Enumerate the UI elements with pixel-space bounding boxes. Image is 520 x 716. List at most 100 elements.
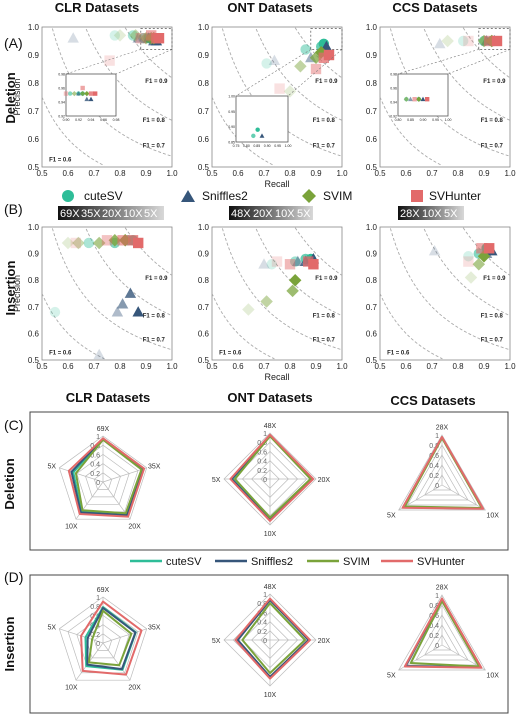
y-tick-label: 0.8 <box>198 79 210 88</box>
inset-x-tick: 0.80 <box>395 118 402 122</box>
column-title-ccs-top: CCS Datasets <box>392 0 477 15</box>
radar-scale-label: 1 <box>96 595 100 602</box>
f1-curve <box>255 228 343 317</box>
point-cutesv <box>49 306 61 318</box>
y-tick-label: 0.5 <box>198 163 210 172</box>
point-svhunter <box>127 235 139 246</box>
radar-axis-label: 5X <box>48 624 57 631</box>
radar-axis-label: 20X <box>318 638 331 645</box>
y-tick-label: 0.7 <box>198 107 210 116</box>
y-tick-label: 0.5 <box>198 356 210 365</box>
point-svim <box>61 236 75 250</box>
point-svhunter <box>463 256 474 267</box>
point-cutesv <box>83 237 95 249</box>
radar-grid-ring <box>424 624 460 656</box>
coverage-label: 48X <box>231 208 251 220</box>
legend-label-svim: SVIM <box>323 189 352 203</box>
radar-spoke <box>441 484 486 511</box>
coverage-label: 35X <box>81 208 101 220</box>
radar-grid-ring <box>424 464 460 496</box>
point-sniffles2 <box>428 244 441 256</box>
point-sniffles2 <box>132 306 144 317</box>
x-tick-label: 1.0 <box>504 362 516 371</box>
point-sniffles2 <box>132 32 144 43</box>
radar-axis-label: 10X <box>65 524 78 531</box>
inset-x-tick: 0.90 <box>420 118 427 122</box>
coverage-label: 5X <box>444 208 458 220</box>
point-svim <box>72 236 85 250</box>
y-tick-label: 0.7 <box>28 107 40 116</box>
x-axis-label: Recall <box>264 372 289 382</box>
radar-series-sniffles2 <box>86 607 137 671</box>
radar-series-svhunter <box>403 597 483 669</box>
x-tick-label: 1.0 <box>336 169 348 178</box>
radar-axis-label: 20X <box>128 685 141 692</box>
radar-axis-label: 20X <box>318 477 331 484</box>
radar-scale-label: 0.8 <box>90 604 100 611</box>
panel-label-d: (D) <box>4 569 23 585</box>
x-tick-label: 0.5 <box>206 362 218 371</box>
point-svhunter <box>135 33 146 44</box>
inset-y-tick: 0.95 <box>228 110 235 114</box>
inset-connector <box>65 49 141 75</box>
zoom-region <box>478 28 511 50</box>
scatter-panel-b-4: F1 = 0.9F1 = 0.8F1 = 0.7F1 = 0.60.5 0.6 0.… <box>198 223 348 382</box>
coverage-label: 10X <box>275 208 295 220</box>
y-tick-label: 0.9 <box>28 51 40 60</box>
coverage-bar-ccs: 28X 10X 5X <box>398 206 464 220</box>
radar-chart-c-ccs: 28X 10X 5X 1 0.8 0.6 0.4 0.2 0 <box>387 425 499 520</box>
x-tick-label: 1.0 <box>336 362 348 371</box>
y-tick-label: 0.6 <box>198 329 210 338</box>
y-axis-label: Precision <box>12 78 22 115</box>
f1-curve <box>255 28 343 121</box>
x-tick-label: 0.5 <box>374 169 386 178</box>
y-tick-label: 0.9 <box>28 250 40 259</box>
radar-scale-label: 1 <box>435 433 439 440</box>
y-tick-label: 0.9 <box>198 250 210 259</box>
f1-label: F1 = 0.6 <box>219 351 242 357</box>
point-cutesv <box>290 256 301 267</box>
x-tick-label: 0.6 <box>400 169 412 178</box>
scatter-panel-b-3: F1 = 0.9F1 = 0.8F1 = 0.7F1 = 0.60.5 0.6 0.… <box>12 223 178 371</box>
f1-curve <box>211 96 275 167</box>
y-tick-label: 0.9 <box>366 250 378 259</box>
inset-x-tick: 0.75 <box>233 144 240 148</box>
point-sniffles2 <box>67 32 79 43</box>
radar-axis-label: 5X <box>212 638 221 645</box>
point-svhunter <box>70 237 81 249</box>
panel-label-a: (A) <box>4 35 23 51</box>
inset-y-tick: 0.96 <box>58 87 65 91</box>
inset-point-sniffles2 <box>84 96 90 102</box>
y-tick-label: 0.8 <box>366 79 378 88</box>
point-svim <box>242 303 255 316</box>
radar-scale-label: 0.2 <box>257 468 267 475</box>
point-svim <box>477 250 491 263</box>
y-tick-label: 0.5 <box>366 163 378 172</box>
point-svhunter <box>463 35 474 47</box>
f1-label: F1 = 0.7 <box>143 337 166 343</box>
point-svhunter <box>274 83 285 94</box>
inset-x-tick: 1.00 <box>285 144 292 148</box>
point-cutesv <box>458 35 469 47</box>
radar-series-svim <box>241 602 306 675</box>
x-tick-label: 0.6 <box>232 362 244 371</box>
radar-axis-label: 5X <box>48 463 57 470</box>
inset-y-tick: 0.94 <box>58 101 65 105</box>
radar-legend-label-cutesv: cuteSV <box>166 556 202 568</box>
radar-axis-label: 69X <box>97 587 110 594</box>
f1-label: F1 = 0.7 <box>313 337 336 343</box>
x-tick-label: 1.0 <box>166 169 178 178</box>
f1-curve <box>379 96 443 167</box>
point-svhunter <box>104 55 115 66</box>
point-cutesv <box>109 30 121 41</box>
radar-axis-label: 48X <box>264 423 277 430</box>
inset-x-tick: 0.95 <box>274 144 281 148</box>
x-tick-label: 0.9 <box>140 362 152 371</box>
inset-y-tick: 0.98 <box>58 73 65 77</box>
radar-axis-label: 69X <box>97 426 110 433</box>
radar-legend: cuteSV Sniffles2 SVIM SVHunter <box>130 556 465 568</box>
radar-scale-label: 0 <box>96 480 100 487</box>
point-sniffles2 <box>434 37 446 49</box>
